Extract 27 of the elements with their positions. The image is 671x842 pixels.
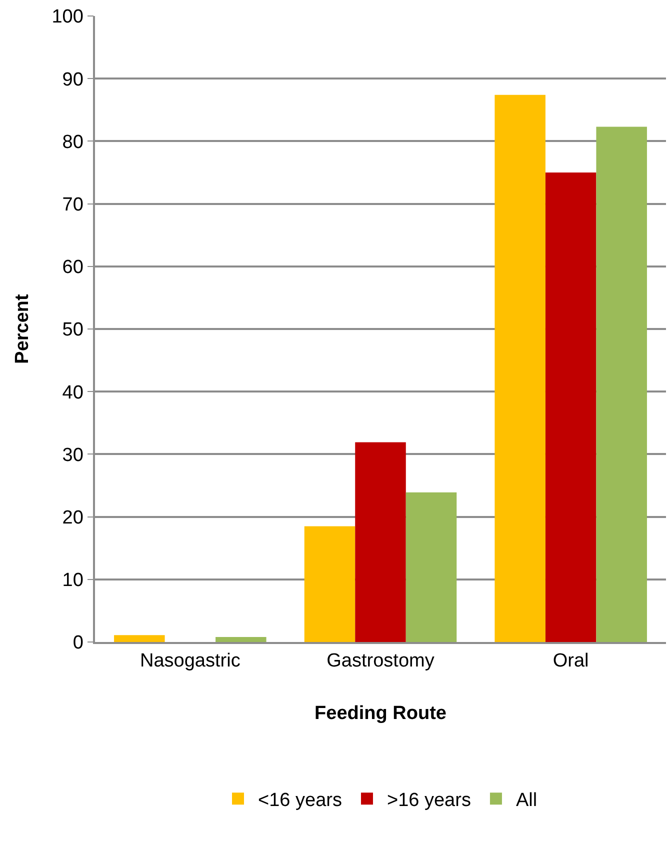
x-tick-label: Nasogastric: [140, 650, 240, 672]
legend-label: >16 years: [386, 790, 471, 811]
y-tick-label: 60: [62, 257, 84, 278]
y-tick-label: 0: [72, 632, 84, 654]
bar: [114, 635, 165, 642]
x-tick-label: Oral: [552, 650, 589, 672]
y-tick-label: 90: [62, 69, 84, 90]
bar: [304, 526, 356, 642]
y-tick-label: 70: [62, 194, 84, 216]
y-tick-label: 100: [52, 6, 84, 28]
bar: [355, 442, 406, 642]
legend-label: <16 years: [258, 790, 342, 811]
y-tick-label: 20: [62, 507, 84, 528]
x-axis-title: Feeding Route: [314, 702, 446, 724]
bar: [494, 94, 546, 642]
bar: [406, 492, 457, 642]
y-tick-label: 30: [62, 444, 84, 466]
y-tick-label: 50: [62, 320, 84, 341]
x-tick-label: Gastrostomy: [326, 650, 435, 672]
bar: [596, 126, 647, 642]
bar: [545, 172, 596, 642]
y-tick-label: 10: [62, 570, 84, 592]
y-axis-title: Percent: [12, 293, 34, 364]
y-tick-label: 40: [62, 382, 84, 404]
y-tick-label: 80: [62, 132, 84, 153]
bar: [216, 636, 266, 642]
legend-label: All: [516, 790, 538, 811]
